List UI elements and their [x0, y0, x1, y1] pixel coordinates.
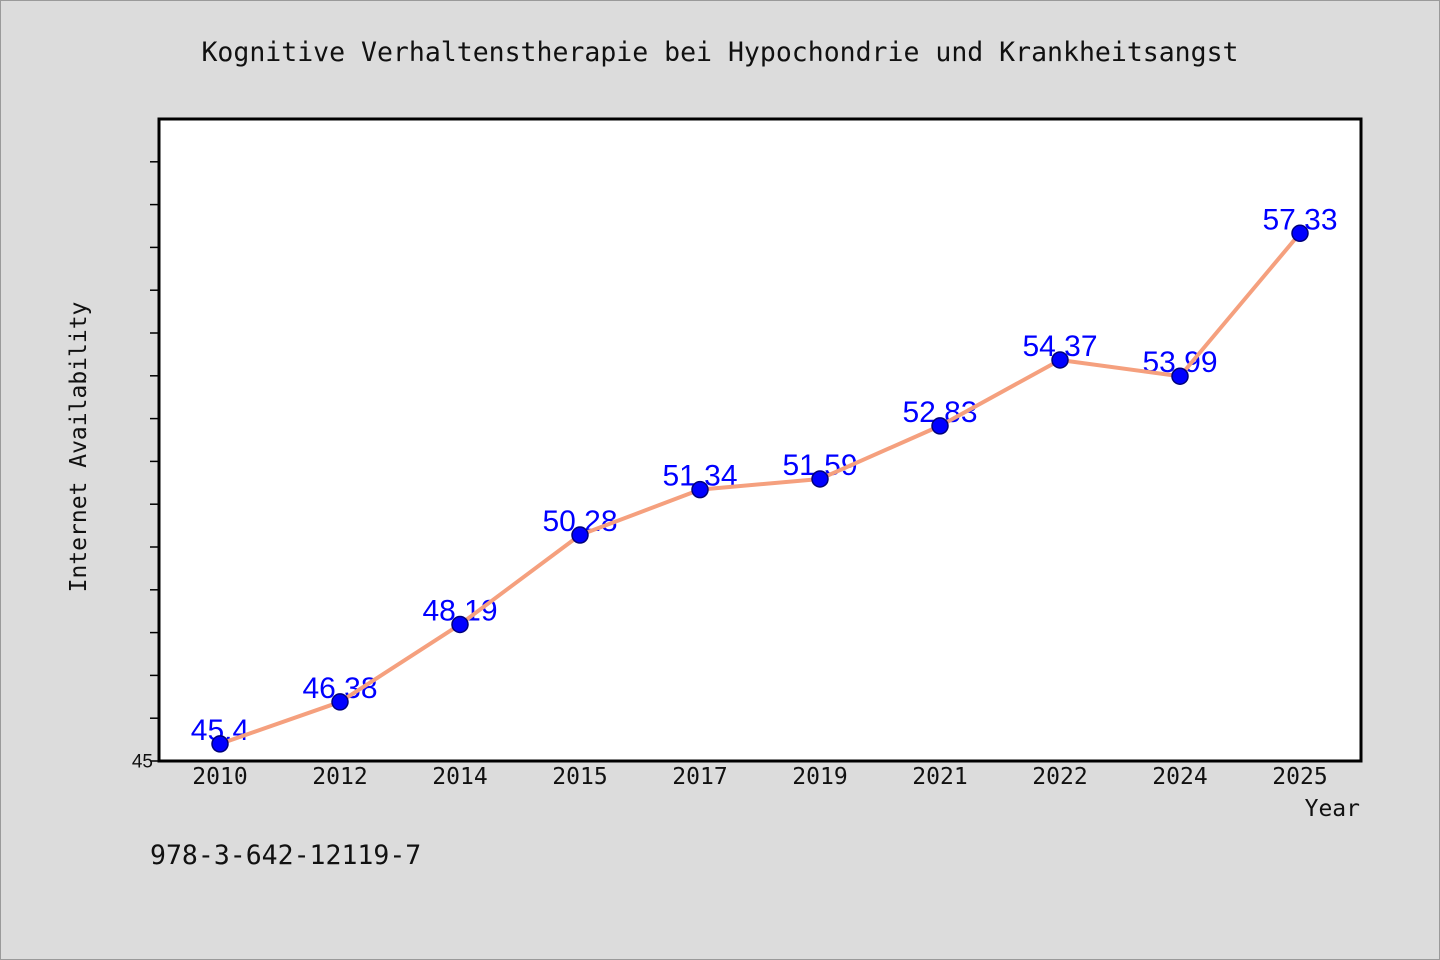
plot-area: [157, 117, 1363, 763]
data-point-marker: [211, 735, 229, 753]
x-tick-label: 2025: [1272, 764, 1327, 790]
x-axis-tick-labels: 2010 2012 2014 2015 2017 2019 2021 2022 2024 2025: [192, 764, 1327, 790]
data-point-marker: [1051, 351, 1069, 369]
x-tick-label: 2010: [192, 764, 247, 790]
x-tick-label: 2015: [552, 764, 607, 790]
x-tick-label: 2017: [672, 764, 727, 790]
series-lines: [218, 231, 1302, 746]
chart-title: Kognitive Verhaltenstherapie bei Hypocho…: [201, 37, 1238, 68]
series-line: [218, 231, 1302, 746]
x-tick-label: 2021: [912, 764, 967, 790]
y-axis-tick-labels: 45: [132, 752, 153, 773]
data-point-marker: [1291, 224, 1309, 243]
data-point-marker: [571, 526, 589, 544]
y-axis-label: Internet Availability: [66, 302, 92, 593]
y-axis-ticks: [150, 161, 158, 762]
x-tick-label: 2022: [1032, 764, 1087, 790]
data-point-marker: [1171, 367, 1189, 385]
x-axis-label: Year: [1305, 796, 1360, 822]
data-point-markers: [211, 224, 1309, 753]
data-point-marker: [331, 693, 349, 711]
x-tick-label: 2024: [1152, 764, 1207, 790]
x-tick-label: 2019: [792, 764, 847, 790]
y-tick-label: 45: [132, 752, 153, 773]
x-tick-label: 2014: [432, 764, 487, 790]
data-point-marker: [931, 417, 949, 435]
isbn-text: 978-3-642-12119-7: [150, 840, 421, 871]
data-point-marker: [451, 615, 469, 634]
x-tick-label: 2012: [312, 764, 367, 790]
data-point-marker: [691, 480, 709, 499]
data-point-marker: [811, 470, 829, 488]
